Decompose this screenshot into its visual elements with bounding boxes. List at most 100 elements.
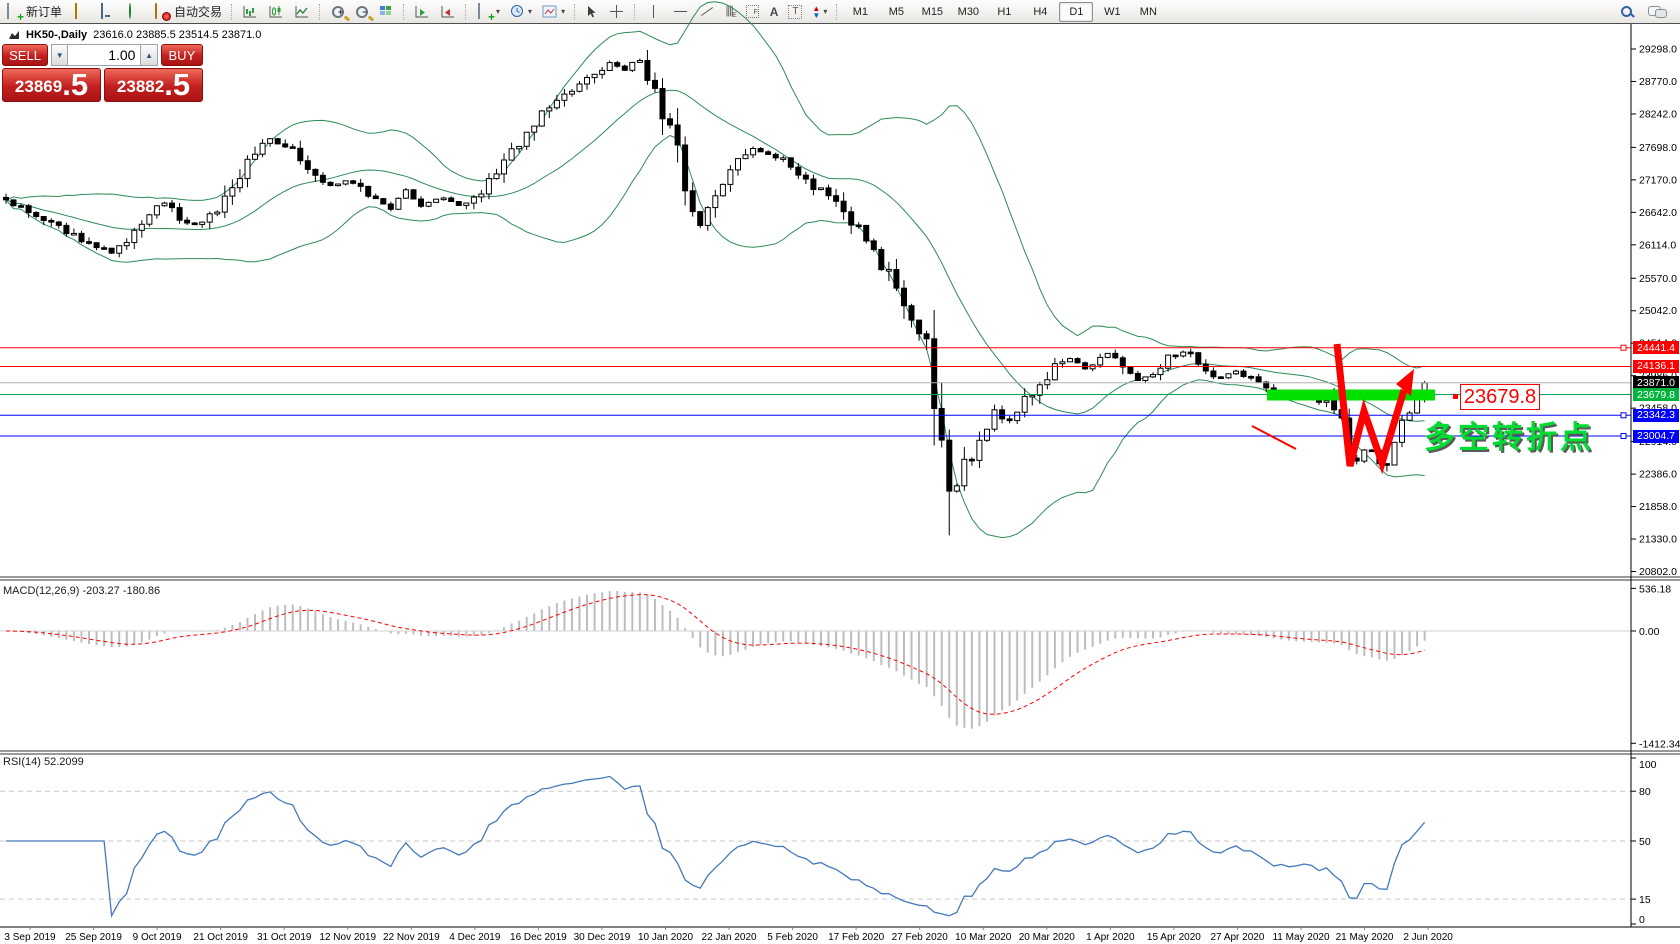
axis-tick-labels: 29298.0 28770.0 28242.0 27698.0 27170.0 26642… <box>1631 44 1680 926</box>
autotrading-button[interactable]: 自动交易 <box>149 2 226 22</box>
candlesticks <box>3 50 1428 536</box>
cursor-tool-button[interactable] <box>581 2 602 22</box>
fibonacci-tool[interactable]: F <box>741 2 764 22</box>
search-icon[interactable] <box>1620 5 1634 19</box>
timeframe-w1[interactable]: W1 <box>1104 5 1121 18</box>
autotrading-label: 自动交易 <box>174 5 223 19</box>
price-callout[interactable]: 23679.8 <box>1460 384 1540 410</box>
svg-text:21330.0: 21330.0 <box>1639 534 1677 546</box>
date-label: 20 Mar 2020 <box>1019 932 1076 943</box>
bar-chart-button[interactable] <box>238 2 262 22</box>
tile-windows-icon <box>380 6 392 17</box>
timeframe-d1[interactable]: D1 <box>1059 1 1094 22</box>
thin-trend-mark[interactable] <box>1251 425 1297 450</box>
svg-text:25570.0: 25570.0 <box>1639 273 1677 285</box>
bar-chart-icon <box>243 5 257 17</box>
line-chart-icon <box>295 5 309 17</box>
strategy-tester-button[interactable] <box>122 2 147 22</box>
timeframe-h4[interactable]: H4 <box>1033 5 1048 18</box>
buy-price-frac: .5 <box>164 67 191 102</box>
sell-button[interactable]: SELL <box>2 44 49 66</box>
svg-text:100: 100 <box>1639 759 1657 771</box>
svg-text:28242.0: 28242.0 <box>1639 108 1677 120</box>
periods-button[interactable]: ▾ <box>506 2 536 22</box>
macd-label: MACD(12,26,9) -203.27 -180.86 <box>3 585 161 597</box>
templates-button[interactable]: ▾ <box>538 2 569 22</box>
svg-text:0: 0 <box>1639 914 1645 926</box>
volume-decrease-button[interactable]: ▼ <box>51 44 69 66</box>
vertical-line-tool[interactable] <box>641 2 666 22</box>
support-zone[interactable] <box>1267 389 1435 401</box>
arrows-tool[interactable]: ▲ ▼ ▾ <box>808 2 831 22</box>
buy-price[interactable]: 23882.5 <box>104 68 203 102</box>
horizontal-line-tool[interactable] <box>668 2 693 22</box>
volume-increase-button[interactable]: ▲ <box>140 44 158 66</box>
zoom-out-button[interactable]: − <box>350 2 372 22</box>
chevron-down-icon: ▾ <box>496 7 501 16</box>
zoom-in-button[interactable]: + <box>326 2 348 22</box>
clock-icon <box>511 5 524 17</box>
timeframe-h1[interactable]: H1 <box>997 5 1012 18</box>
svg-text:22386.0: 22386.0 <box>1639 469 1677 481</box>
channel-tool[interactable]: ∥∥E <box>721 2 739 22</box>
separator <box>634 3 636 20</box>
text-tool[interactable]: A <box>766 2 783 22</box>
arrow-head <box>1396 369 1414 396</box>
buy-button[interactable]: BUY <box>160 44 203 66</box>
date-label: 27 Feb 2020 <box>892 932 949 943</box>
tile-windows-button[interactable] <box>374 2 398 22</box>
volume-input[interactable]: 1.00 <box>68 44 141 66</box>
auto-scroll-button[interactable] <box>410 2 434 22</box>
timeframe-m5[interactable]: M5 <box>888 5 904 18</box>
date-label: 9 Oct 2019 <box>133 932 182 943</box>
label-tool[interactable]: T <box>784 2 806 22</box>
timeframe-m15[interactable]: M15 <box>921 5 944 18</box>
pane-frame <box>0 24 1680 928</box>
date-label: 27 Apr 2020 <box>1210 932 1264 943</box>
bollinger-bands <box>5 1 1425 539</box>
indicators-button[interactable]: + ▾ <box>472 2 504 23</box>
candle-chart-button[interactable] <box>264 2 288 22</box>
line-handle[interactable] <box>1620 412 1627 419</box>
chat-icon[interactable] <box>1648 5 1667 18</box>
chevron-down-icon: ▾ <box>561 7 566 16</box>
svg-text:0.00: 0.00 <box>1639 626 1660 638</box>
sell-price-frac: .5 <box>62 67 89 102</box>
line-handle[interactable] <box>1620 433 1627 439</box>
tester-icon <box>126 3 143 19</box>
crosshair-tool-button[interactable] <box>604 2 629 22</box>
svg-text:26642.0: 26642.0 <box>1639 207 1677 219</box>
svg-text:80: 80 <box>1639 786 1651 798</box>
terminal-button[interactable] <box>95 2 120 22</box>
date-label: 15 Apr 2020 <box>1147 932 1201 943</box>
line-chart-button[interactable] <box>290 2 314 22</box>
timeframe-mn[interactable]: MN <box>1139 5 1157 18</box>
price-label-23679.8: 23679.8 <box>1633 388 1679 402</box>
one-click-trade-panel: SELL ▼ 1.00 ▲ BUY 23869.5 23882.5 <box>2 44 203 102</box>
svg-text:25042.0: 25042.0 <box>1639 305 1677 317</box>
line-handle[interactable] <box>1620 344 1627 351</box>
annotation-shapes[interactable] <box>1251 343 1435 475</box>
date-label: 17 Feb 2020 <box>828 932 885 943</box>
svg-text:21858.0: 21858.0 <box>1639 501 1677 513</box>
w-pattern-arrow[interactable] <box>1333 343 1408 475</box>
price-label-23342.3: 23342.3 <box>1633 408 1679 422</box>
date-label: 21 May 2020 <box>1336 932 1394 943</box>
chevron-down-icon: ▾ <box>823 7 828 16</box>
symbol-period: HK50-,Daily <box>26 29 88 41</box>
indicators-icon: + <box>476 3 495 23</box>
chart-shift-button[interactable] <box>436 2 460 22</box>
toolbar-right <box>1612 5 1672 19</box>
ohlc-values: 23616.0 23885.5 23514.5 23871.0 <box>93 29 262 41</box>
new-order-button[interactable]: + 新订单 <box>1 2 66 23</box>
fibonacci-icon: F <box>745 5 759 18</box>
timeframe-group: M1 M5 M15 M30 H1 H4 D1 W1 MN <box>842 1 1166 22</box>
vertical-line-icon <box>653 5 655 18</box>
timeframe-m1[interactable]: M1 <box>852 5 868 18</box>
sell-price[interactable]: 23869.5 <box>2 68 101 102</box>
turning-point-annotation[interactable]: 多空转折点 <box>1424 420 1594 455</box>
date-label: 11 May 2020 <box>1272 932 1330 943</box>
timeframe-m30[interactable]: M30 <box>957 5 980 18</box>
autotrading-icon <box>153 3 172 21</box>
